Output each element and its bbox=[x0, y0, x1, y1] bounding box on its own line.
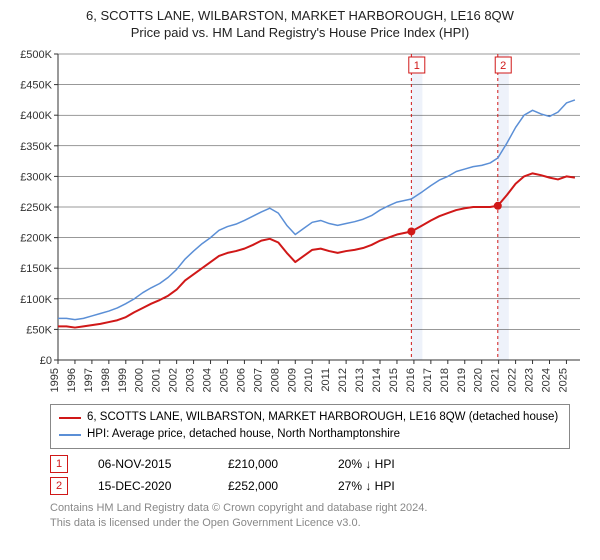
license-line-2: This data is licensed under the Open Gov… bbox=[50, 516, 590, 531]
svg-text:2017: 2017 bbox=[422, 368, 434, 392]
marker-date: 06-NOV-2015 bbox=[98, 457, 198, 471]
chart-container: 6, SCOTTS LANE, WILBARSTON, MARKET HARBO… bbox=[0, 0, 600, 539]
svg-text:2004: 2004 bbox=[202, 368, 214, 392]
svg-text:1995: 1995 bbox=[49, 368, 61, 392]
svg-text:2025: 2025 bbox=[557, 368, 569, 392]
svg-text:£250K: £250K bbox=[20, 202, 52, 214]
marker-delta: 27% ↓ HPI bbox=[338, 479, 418, 493]
chart-svg: £0 £50K £100K £150K £200K £250K £300K £350K £400… bbox=[10, 46, 590, 396]
svg-text:2016: 2016 bbox=[405, 368, 417, 392]
marker-date: 15-DEC-2020 bbox=[98, 479, 198, 493]
svg-text:1997: 1997 bbox=[83, 368, 95, 392]
svg-text:£100K: £100K bbox=[20, 294, 52, 306]
svg-text:2020: 2020 bbox=[473, 368, 485, 392]
svg-text:2010: 2010 bbox=[303, 368, 315, 392]
svg-text:2007: 2007 bbox=[252, 368, 264, 392]
titles: 6, SCOTTS LANE, WILBARSTON, MARKET HARBO… bbox=[10, 8, 590, 40]
svg-text:2012: 2012 bbox=[337, 368, 349, 392]
svg-text:2023: 2023 bbox=[524, 368, 536, 392]
svg-text:2021: 2021 bbox=[490, 368, 502, 392]
svg-text:2009: 2009 bbox=[286, 368, 298, 392]
marker-table: 1 06-NOV-2015 £210,000 20% ↓ HPI 2 15-DEC-202… bbox=[50, 455, 590, 495]
svg-text:2002: 2002 bbox=[168, 368, 180, 392]
svg-text:2022: 2022 bbox=[507, 368, 519, 392]
svg-text:1: 1 bbox=[414, 60, 420, 72]
svg-text:2003: 2003 bbox=[185, 368, 197, 392]
svg-text:£300K: £300K bbox=[20, 171, 52, 183]
legend-swatch bbox=[59, 434, 81, 436]
svg-text:2: 2 bbox=[500, 60, 506, 72]
svg-text:2014: 2014 bbox=[371, 368, 383, 392]
svg-text:£500K: £500K bbox=[20, 49, 52, 61]
legend-box: 6, SCOTTS LANE, WILBARSTON, MARKET HARBO… bbox=[50, 404, 570, 449]
svg-text:2005: 2005 bbox=[218, 368, 230, 392]
marker-row: 2 15-DEC-2020 £252,000 27% ↓ HPI bbox=[50, 477, 590, 495]
legend-row: HPI: Average price, detached house, Nort… bbox=[59, 426, 561, 443]
license-text: Contains HM Land Registry data © Crown c… bbox=[50, 501, 590, 532]
svg-text:2001: 2001 bbox=[151, 368, 163, 392]
chart-area: £0 £50K £100K £150K £200K £250K £300K £350K £400… bbox=[10, 46, 590, 396]
svg-text:£50K: £50K bbox=[26, 324, 52, 336]
legend-label: 6, SCOTTS LANE, WILBARSTON, MARKET HARBO… bbox=[87, 409, 558, 426]
svg-text:£400K: £400K bbox=[20, 110, 52, 122]
svg-text:2013: 2013 bbox=[354, 368, 366, 392]
marker-badge: 1 bbox=[50, 455, 68, 473]
svg-text:2000: 2000 bbox=[134, 368, 146, 392]
marker-delta: 20% ↓ HPI bbox=[338, 457, 418, 471]
svg-text:2024: 2024 bbox=[540, 368, 552, 392]
svg-text:£350K: £350K bbox=[20, 141, 52, 153]
svg-text:£0: £0 bbox=[40, 355, 52, 367]
marker-price: £210,000 bbox=[228, 457, 308, 471]
svg-text:£150K: £150K bbox=[20, 263, 52, 275]
license-line-1: Contains HM Land Registry data © Crown c… bbox=[50, 501, 590, 516]
marker-price: £252,000 bbox=[228, 479, 308, 493]
legend-label: HPI: Average price, detached house, Nort… bbox=[87, 426, 400, 443]
title-main: 6, SCOTTS LANE, WILBARSTON, MARKET HARBO… bbox=[10, 8, 590, 23]
legend-row: 6, SCOTTS LANE, WILBARSTON, MARKET HARBO… bbox=[59, 409, 561, 426]
svg-text:2008: 2008 bbox=[269, 368, 281, 392]
marker-row: 1 06-NOV-2015 £210,000 20% ↓ HPI bbox=[50, 455, 590, 473]
svg-text:£450K: £450K bbox=[20, 80, 52, 92]
svg-text:£200K: £200K bbox=[20, 233, 52, 245]
svg-text:2011: 2011 bbox=[320, 368, 332, 392]
legend-swatch bbox=[59, 417, 81, 419]
svg-text:1996: 1996 bbox=[66, 368, 78, 392]
svg-text:1998: 1998 bbox=[100, 368, 112, 392]
svg-text:2006: 2006 bbox=[235, 368, 247, 392]
svg-text:2018: 2018 bbox=[439, 368, 451, 392]
svg-text:2019: 2019 bbox=[456, 368, 468, 392]
title-sub: Price paid vs. HM Land Registry's House … bbox=[10, 25, 590, 40]
marker-badge: 2 bbox=[50, 477, 68, 495]
svg-text:2015: 2015 bbox=[388, 368, 400, 392]
svg-text:1999: 1999 bbox=[117, 368, 129, 392]
